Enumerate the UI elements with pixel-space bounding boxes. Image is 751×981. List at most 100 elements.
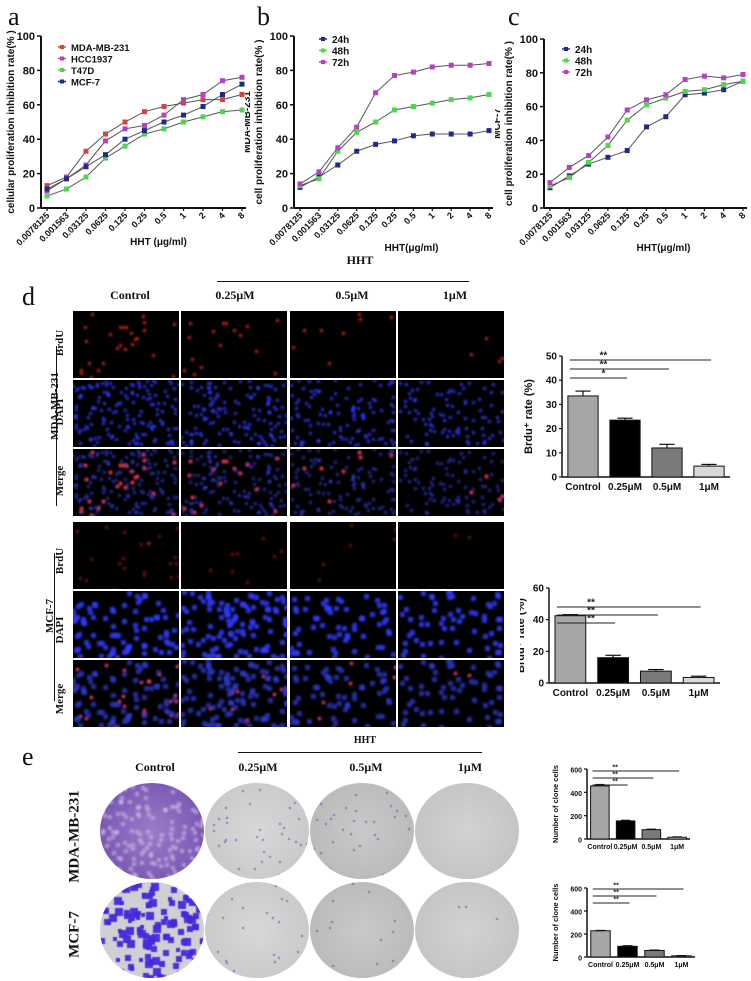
bar — [667, 836, 687, 840]
data-point — [467, 62, 473, 68]
data-point — [410, 133, 416, 139]
data-point — [161, 126, 167, 132]
data-point — [605, 142, 611, 148]
channel-label-merge-mda: Merge — [54, 465, 66, 497]
bar — [567, 395, 599, 478]
data-point — [83, 148, 89, 154]
micrograph-mda-mb-231-merge-0 — [73, 449, 179, 516]
y-tick-label: 80 — [23, 65, 35, 77]
data-point — [682, 77, 688, 83]
data-point — [486, 128, 492, 134]
significance-label: ** — [587, 614, 595, 625]
y-tick-label: 0 — [532, 203, 538, 215]
x-tick-label: 1 — [177, 210, 188, 221]
y-tick-label: 0 — [578, 956, 582, 963]
channel-label-dapi-mda: DAPI — [54, 398, 66, 426]
x-axis-label: HHT(μg/ml) — [385, 243, 439, 253]
colony-dish-mda-mb-231-3 — [415, 783, 519, 879]
col-label-025-d: 0.25μM — [215, 288, 255, 302]
legend-label: 48h — [575, 57, 592, 68]
y-axis-label: Number of clone cells — [551, 765, 560, 843]
line-chart-c: 0204060801000.00781250.0015630.031250.06… — [495, 34, 747, 253]
channel-label-dapi-mcf7: DAPI — [54, 616, 66, 644]
bar — [590, 930, 611, 958]
data-point — [239, 81, 245, 87]
data-point — [354, 129, 360, 135]
significance-label: ** — [587, 598, 595, 609]
micrograph-mda-mb-231-merge-2 — [290, 449, 396, 516]
data-point — [467, 131, 473, 137]
data-point — [486, 61, 492, 67]
micrograph-mcf-7-brdu-3 — [398, 522, 504, 589]
micrograph-mcf-7-merge-2 — [290, 660, 396, 727]
significance-label: ** — [600, 351, 608, 362]
x-tick-label: Control — [587, 844, 612, 851]
data-point — [181, 100, 186, 106]
data-point — [486, 91, 492, 97]
line-chart-a: 0204060801000.00781250.0015630.031250.06… — [6, 30, 246, 248]
legend-label: MDA-MB-231 — [71, 43, 130, 54]
bar — [693, 465, 725, 478]
y-tick-label: 60 — [23, 100, 35, 112]
x-axis-label: HHT (μg/ml) — [130, 237, 187, 248]
line-chart-b: 0204060801000.00781250.0015630.031250.06… — [245, 31, 493, 253]
data-point — [335, 162, 341, 168]
y-tick-label: 10 — [546, 448, 558, 459]
y-tick-label: 0 — [282, 203, 288, 215]
y-tick-label: 40 — [546, 376, 558, 387]
micrograph-mcf-7-brdu-1 — [181, 522, 287, 589]
data-point — [64, 176, 69, 182]
col-label-control-e: Control — [135, 760, 175, 774]
data-point — [429, 131, 435, 137]
data-point — [721, 82, 727, 88]
data-point — [122, 136, 128, 142]
y-tick-label: 400 — [570, 791, 582, 798]
colony-dish-mda-mb-231-0 — [100, 783, 204, 879]
y-tick-label: 0 — [29, 203, 35, 215]
col-label-05-d: 0.5μM — [335, 288, 369, 302]
significance-label: ** — [587, 606, 595, 617]
bar — [615, 820, 636, 840]
micrograph-mda-mb-231-merge-1 — [181, 449, 287, 516]
data-point — [721, 75, 727, 81]
data-point — [448, 97, 454, 103]
y-tick-label: 60 — [533, 584, 545, 595]
x-tick-label: 1μM — [699, 482, 719, 493]
legend-label: 72h — [575, 68, 592, 79]
x-tick-label: Control — [588, 962, 613, 969]
hht-header-d: HHT — [346, 253, 374, 267]
y-tick-label: 0 — [578, 838, 582, 845]
significance-label: ** — [613, 890, 619, 897]
channel-label-brdu-mcf7: BrdU — [54, 547, 66, 575]
bar — [644, 949, 665, 958]
x-tick-label: 0.125 — [609, 210, 632, 233]
significance-label: ** — [613, 897, 619, 904]
y-tick-label: 100 — [270, 31, 288, 43]
y-tick-label: 100 — [520, 34, 538, 46]
y-tick-label: 20 — [526, 169, 538, 181]
panel-letter-d: d — [22, 282, 35, 311]
x-axis-label: HHT(μg/ml) — [637, 243, 691, 253]
micrograph-mda-mb-231-dapi-1 — [181, 380, 287, 447]
legend-label: 48h — [332, 47, 349, 58]
y-axis-label: MDA-MB-231 — [245, 91, 253, 153]
micrograph-mcf-7-dapi-1 — [181, 591, 287, 658]
data-point — [83, 174, 89, 180]
hht-header-e: HHT — [353, 735, 377, 746]
x-tick-label: 0.0625 — [83, 210, 110, 237]
micrograph-mda-mb-231-merge-3 — [398, 449, 504, 516]
micrograph-mcf-7-dapi-2 — [290, 591, 396, 658]
data-point — [682, 92, 688, 98]
bar — [554, 615, 587, 684]
data-point — [103, 138, 108, 144]
data-point — [142, 122, 147, 128]
x-tick-label: 0.25 — [379, 210, 398, 229]
panel-letter-e: e — [22, 742, 34, 771]
x-tick-label: 1 — [426, 210, 437, 221]
x-tick-label: 0.125 — [106, 210, 129, 233]
bar — [590, 785, 610, 840]
significance-label: ** — [600, 360, 608, 371]
channel-label-brdu-mda: BrdU — [54, 329, 66, 357]
data-point — [142, 131, 147, 137]
